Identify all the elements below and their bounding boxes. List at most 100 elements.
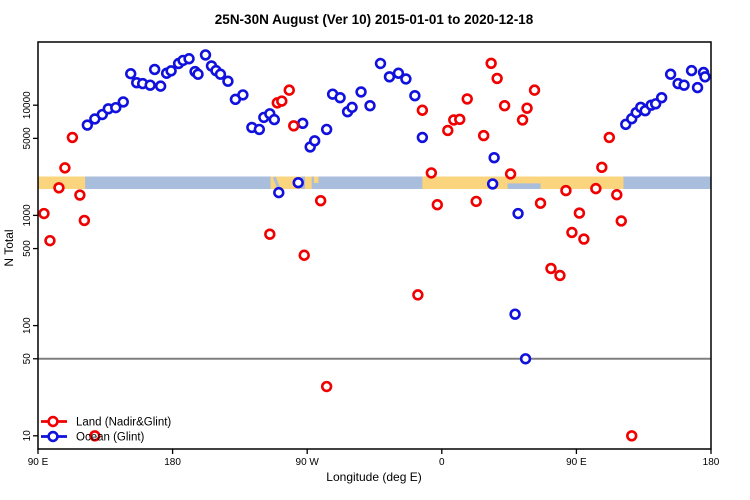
data-point-land <box>611 189 623 201</box>
data-point-ocean <box>125 68 137 80</box>
chart-title: 25N-30N August (Ver 10) 2015-01-01 to 20… <box>215 12 534 27</box>
plot-border <box>37 41 712 450</box>
band-land-segment <box>422 176 624 189</box>
data-point-ocean <box>355 86 367 98</box>
data-point-ocean <box>165 65 177 77</box>
data-point-ocean <box>509 308 521 320</box>
data-point-land <box>626 430 638 442</box>
legend-land-label: Land (Nadir&Glint) <box>76 417 171 429</box>
data-point-ocean <box>183 53 195 65</box>
data-point-land <box>461 93 473 105</box>
data-point-land <box>485 57 497 70</box>
y-tick-label: 5000 <box>22 127 33 150</box>
data-point-land <box>412 289 424 301</box>
data-point-ocean <box>292 177 304 189</box>
data-point-ocean <box>488 151 500 164</box>
y-tick-label: 50 <box>22 353 33 365</box>
data-point-ocean <box>364 99 376 112</box>
data-point-ocean <box>374 57 387 70</box>
data-point-ocean <box>346 101 358 114</box>
data-point-ocean <box>192 68 204 80</box>
data-point-ocean <box>486 178 499 190</box>
data-point-land <box>276 95 288 107</box>
data-point-land <box>74 189 86 201</box>
data-point-land <box>554 269 566 282</box>
x-tick-label: 0 <box>439 457 445 468</box>
y-tick-label: 10000 <box>22 91 33 119</box>
data-point-ocean <box>148 63 161 76</box>
data-point-land <box>528 84 541 96</box>
data-point-ocean <box>678 79 690 91</box>
data-point-ocean <box>214 68 227 80</box>
data-point-land <box>38 207 50 220</box>
data-point-land <box>442 124 454 137</box>
x-tick-label: 180 <box>164 457 181 468</box>
data-point-ocean <box>699 71 711 83</box>
x-tick-label: 90 W <box>296 457 320 468</box>
data-point-ocean <box>685 64 698 77</box>
y-tick-label: 500 <box>22 240 33 257</box>
data-point-ocean <box>297 117 309 130</box>
data-point-ocean <box>334 91 346 104</box>
data-point-ocean <box>383 71 396 83</box>
data-point-land <box>477 129 490 142</box>
x-tick-label: 90 E <box>566 457 587 468</box>
data-point-ocean <box>392 67 405 79</box>
data-point-land <box>566 226 578 239</box>
data-point-land <box>590 182 602 195</box>
data-point-land <box>470 195 482 208</box>
data-point-land <box>288 120 300 132</box>
data-point-ocean <box>416 131 429 144</box>
data-point-land <box>59 162 71 174</box>
x-tick-label: 90 E <box>28 457 49 468</box>
data-point-land <box>516 114 529 126</box>
data-points <box>38 49 711 442</box>
data-point-land <box>425 167 438 179</box>
data-point-ocean <box>199 49 212 61</box>
legend-ocean-marker <box>47 430 59 443</box>
x-axis-label: Longitude (deg E) <box>326 470 421 484</box>
data-point-ocean <box>308 135 321 147</box>
data-point-ocean <box>222 75 234 87</box>
x-axis-ticks: 90 E 180 90 W 0 90 E 180 <box>28 449 720 468</box>
data-point-ocean <box>409 89 421 102</box>
data-point-ocean <box>655 91 668 104</box>
data-point-land <box>498 99 511 112</box>
data-point-ocean <box>154 80 167 92</box>
data-point-ocean <box>237 89 249 101</box>
band-inlet-gulf-of-california <box>272 176 281 190</box>
y-tick-label: 1000 <box>22 204 33 227</box>
data-point-land <box>560 184 572 197</box>
data-point-land <box>504 168 517 180</box>
data-point-land <box>615 215 627 227</box>
data-point-land <box>521 102 533 114</box>
data-point-land <box>573 207 586 219</box>
data-point-land <box>416 104 429 116</box>
band-land-segment <box>313 176 319 183</box>
legend: Land (Nadir&Glint) Ocean (Glint) <box>41 415 171 444</box>
data-point-ocean <box>273 186 285 199</box>
x-tick-label: 180 <box>703 457 720 468</box>
band-land-segment <box>304 176 312 189</box>
data-point-land <box>596 161 608 174</box>
data-point-ocean <box>144 79 156 91</box>
data-point-ocean <box>320 123 333 136</box>
y-tick-label: 100 <box>22 317 33 334</box>
data-point-ocean <box>400 73 412 85</box>
y-axis-ticks: 10000 5000 1000 500 100 50 10 <box>22 91 38 442</box>
data-point-land <box>320 380 333 393</box>
data-point-land <box>314 194 327 207</box>
legend-land-marker <box>47 415 59 428</box>
data-point-land <box>264 228 276 240</box>
data-point-land <box>545 262 557 275</box>
data-point-ocean <box>268 113 280 126</box>
data-point-land <box>78 214 91 227</box>
data-point-ocean <box>512 207 524 220</box>
y-tick-label: 10 <box>22 430 33 442</box>
data-point-land <box>491 72 503 85</box>
data-point-land <box>603 131 616 144</box>
data-point-land <box>44 234 56 247</box>
data-point-land <box>298 249 310 261</box>
